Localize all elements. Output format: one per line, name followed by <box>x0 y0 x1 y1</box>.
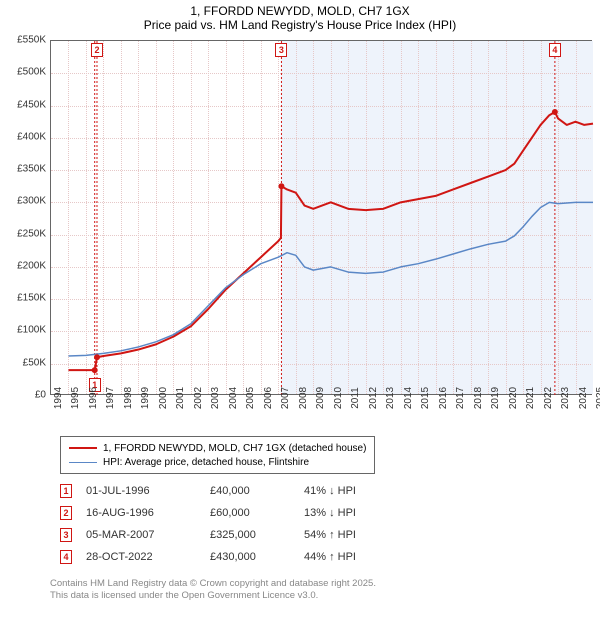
x-axis-label: 1999 <box>140 387 151 409</box>
x-axis-label: 2004 <box>228 387 239 409</box>
y-axis-label: £450K <box>17 99 46 110</box>
x-axis-label: 2005 <box>245 387 256 409</box>
x-axis-label: 2011 <box>350 387 361 409</box>
event-date: 16-AUG-1996 <box>86 507 196 519</box>
x-axis-label: 2025 <box>595 387 600 409</box>
y-axis-label: £150K <box>17 293 46 304</box>
x-axis-label: 2018 <box>473 387 484 409</box>
legend-swatch <box>69 462 97 463</box>
title-line-1: 1, FFORDD NEWYDD, MOLD, CH7 1GX <box>0 4 600 18</box>
legend-label: HPI: Average price, detached house, Flin… <box>103 457 309 468</box>
plot-svg <box>51 41 591 394</box>
x-axis-label: 2000 <box>158 387 169 409</box>
event-row: 1 01-JUL-1996 £40,000 41% ↓ HPI <box>60 480 394 502</box>
event-price: £60,000 <box>210 507 290 519</box>
x-axis-label: 2010 <box>333 387 344 409</box>
y-axis-label: £0 <box>35 390 46 401</box>
event-number: 1 <box>60 484 72 498</box>
series-line <box>68 202 593 356</box>
event-number: 3 <box>60 528 72 542</box>
x-axis-label: 2008 <box>298 387 309 409</box>
event-date: 01-JUL-1996 <box>86 485 196 497</box>
x-axis-label: 2007 <box>280 387 291 409</box>
footer-line-1: Contains HM Land Registry data © Crown c… <box>50 578 376 590</box>
event-price: £325,000 <box>210 529 290 541</box>
event-price: £430,000 <box>210 551 290 563</box>
event-row: 4 28-OCT-2022 £430,000 44% ↑ HPI <box>60 546 394 568</box>
event-diff: 54% ↑ HPI <box>304 529 394 541</box>
x-axis-label: 2020 <box>508 387 519 409</box>
x-axis-label: 2019 <box>490 387 501 409</box>
y-axis-label: £350K <box>17 164 46 175</box>
y-axis-label: £200K <box>17 260 46 271</box>
event-dot <box>552 109 558 115</box>
event-number: 4 <box>60 550 72 564</box>
event-marker-2: 2 <box>91 43 103 57</box>
x-axis-label: 1998 <box>123 387 134 409</box>
x-axis-label: 2003 <box>210 387 221 409</box>
title-line-2: Price paid vs. HM Land Registry's House … <box>0 18 600 32</box>
y-axis-label: £250K <box>17 228 46 239</box>
chart-legend: 1, FFORDD NEWYDD, MOLD, CH7 1GX (detache… <box>60 436 375 474</box>
x-axis-label: 2023 <box>560 387 571 409</box>
y-axis-label: £300K <box>17 196 46 207</box>
series-line <box>68 112 593 370</box>
price-chart: 1234 <box>50 40 592 395</box>
event-dot <box>94 354 100 360</box>
legend-item: HPI: Average price, detached house, Flin… <box>69 455 366 469</box>
x-axis-label: 2024 <box>578 387 589 409</box>
x-axis-label: 1994 <box>53 387 64 409</box>
x-axis-label: 2013 <box>385 387 396 409</box>
x-axis-label: 2002 <box>193 387 204 409</box>
event-marker-3: 3 <box>275 43 287 57</box>
event-dot <box>278 183 284 189</box>
legend-label: 1, FFORDD NEWYDD, MOLD, CH7 1GX (detache… <box>103 443 366 454</box>
x-axis-label: 2006 <box>263 387 274 409</box>
y-axis-label: £400K <box>17 131 46 142</box>
x-axis-label: 2014 <box>403 387 414 409</box>
x-axis-label: 2021 <box>525 387 536 409</box>
legend-swatch <box>69 447 97 449</box>
event-diff: 13% ↓ HPI <box>304 507 394 519</box>
legend-item: 1, FFORDD NEWYDD, MOLD, CH7 1GX (detache… <box>69 441 366 455</box>
event-date: 28-OCT-2022 <box>86 551 196 563</box>
event-dot <box>92 367 98 373</box>
y-axis-label: £100K <box>17 325 46 336</box>
y-axis-label: £500K <box>17 67 46 78</box>
event-row: 2 16-AUG-1996 £60,000 13% ↓ HPI <box>60 502 394 524</box>
event-table: 1 01-JUL-1996 £40,000 41% ↓ HPI 2 16-AUG-1996… <box>60 480 394 568</box>
event-price: £40,000 <box>210 485 290 497</box>
x-axis-label: 1997 <box>105 387 116 409</box>
event-diff: 44% ↑ HPI <box>304 551 394 563</box>
y-axis-label: £50K <box>23 357 46 368</box>
x-axis-label: 2009 <box>315 387 326 409</box>
attribution-footer: Contains HM Land Registry data © Crown c… <box>50 578 376 603</box>
x-axis-label: 2017 <box>455 387 466 409</box>
x-axis-label: 1995 <box>70 387 81 409</box>
x-axis-label: 2001 <box>175 387 186 409</box>
event-row: 3 05-MAR-2007 £325,000 54% ↑ HPI <box>60 524 394 546</box>
footer-line-2: This data is licensed under the Open Gov… <box>50 590 376 602</box>
event-marker-4: 4 <box>549 43 561 57</box>
chart-title: 1, FFORDD NEWYDD, MOLD, CH7 1GX Price pa… <box>0 0 600 34</box>
event-diff: 41% ↓ HPI <box>304 485 394 497</box>
x-axis-label: 2016 <box>438 387 449 409</box>
x-axis-label: 2012 <box>368 387 379 409</box>
event-number: 2 <box>60 506 72 520</box>
x-axis-label: 2015 <box>420 387 431 409</box>
x-axis-label: 2022 <box>543 387 554 409</box>
x-axis-label: 1996 <box>88 387 99 409</box>
event-date: 05-MAR-2007 <box>86 529 196 541</box>
y-axis-label: £550K <box>17 35 46 46</box>
